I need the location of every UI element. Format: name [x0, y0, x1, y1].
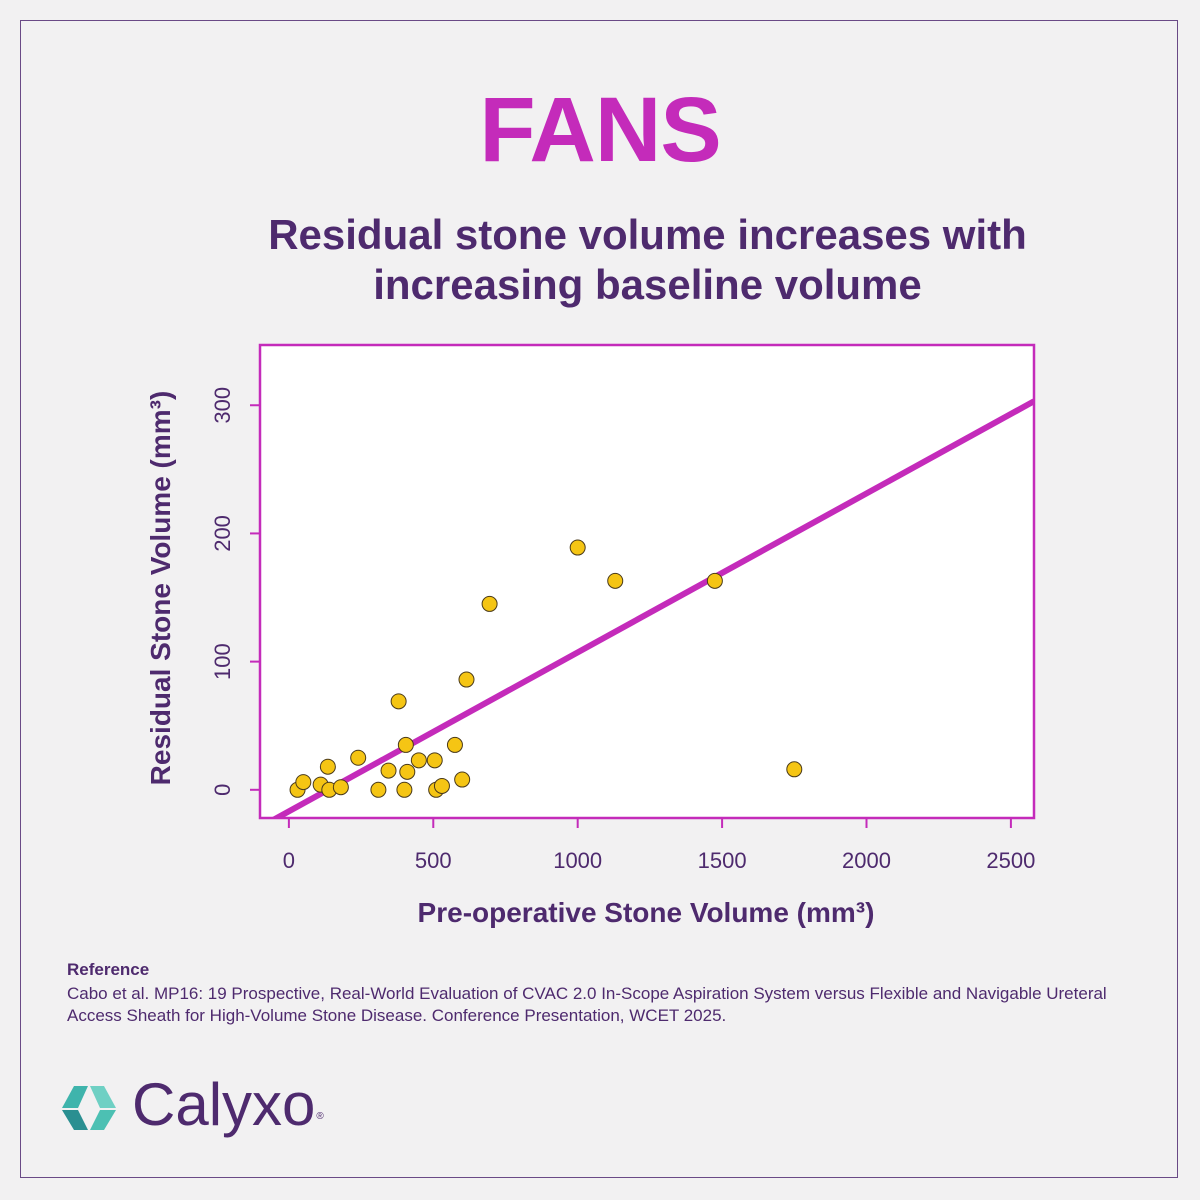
calyxo-logo-icon [62, 1086, 116, 1130]
reference-text: Cabo et al. MP16: 19 Prospective, Real-W… [67, 984, 1107, 1025]
reference-heading: Reference [67, 960, 150, 979]
y-tick-label: 200 [210, 515, 235, 552]
data-point [295, 774, 312, 791]
registered-mark: ® [316, 1111, 324, 1122]
x-tick-label: 2000 [842, 848, 891, 873]
x-tick-label: 1500 [698, 848, 747, 873]
data-point [332, 779, 349, 796]
page-title: FANS [479, 79, 721, 181]
data-point [399, 763, 416, 780]
data-point [458, 671, 475, 688]
data-point [397, 736, 414, 753]
data-point [454, 771, 471, 788]
chart-subtitle: Residual stone volume increases with inc… [268, 211, 1027, 308]
data-point [350, 749, 367, 766]
data-point [426, 752, 443, 769]
data-point [446, 736, 463, 753]
data-point [433, 777, 450, 794]
regression-line [270, 398, 1034, 818]
data-point [481, 595, 498, 612]
x-tick-label: 2500 [986, 848, 1035, 873]
plot-area [260, 345, 1034, 818]
data-point [380, 762, 397, 779]
x-axis: 0 500 1000 1500 2000 2500 [283, 818, 1035, 873]
data-point [390, 693, 407, 710]
x-tick-label: 0 [283, 848, 295, 873]
x-tick-label: 500 [415, 848, 452, 873]
y-axis-label: Residual Stone Volume (mm³) [145, 391, 176, 786]
data-point [706, 572, 723, 589]
x-tick-label: 1000 [553, 848, 602, 873]
y-tick-label: 300 [210, 387, 235, 424]
x-axis-label: Pre-operative Stone Volume (mm³) [418, 897, 875, 928]
brand-name: Calyxo® [132, 1070, 324, 1152]
data-point [607, 572, 624, 589]
data-point [410, 752, 427, 769]
plot-border [258, 343, 1036, 820]
data-point [786, 761, 803, 778]
data-points [289, 539, 803, 798]
page-frame [20, 20, 1178, 1178]
y-tick-label: 100 [210, 643, 235, 680]
y-tick-label: 0 [210, 784, 235, 796]
data-point [396, 781, 413, 798]
data-point [569, 539, 586, 556]
y-axis: 0 100 200 300 [210, 387, 260, 796]
data-point [319, 758, 336, 775]
brand-wordmark: Calyxo [132, 1071, 316, 1138]
data-point [370, 781, 387, 798]
